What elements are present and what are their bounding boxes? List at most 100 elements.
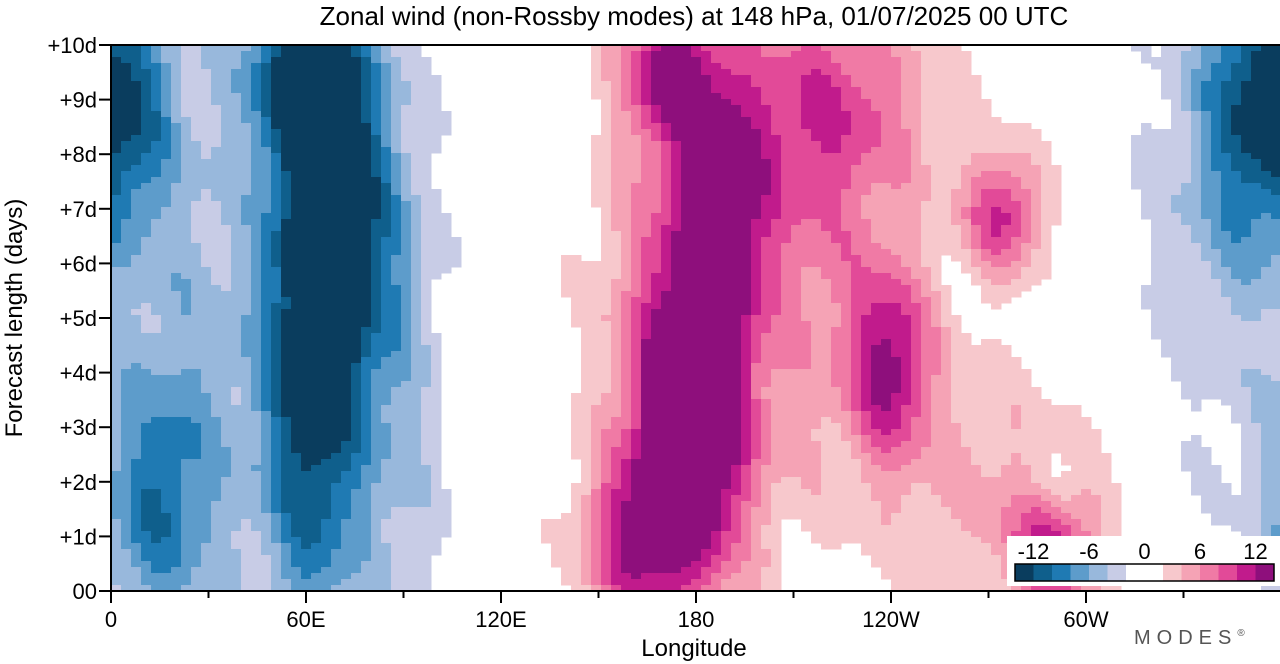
heatmap-cell	[1181, 363, 1192, 370]
heatmap-cell	[141, 309, 152, 316]
heatmap-cell	[931, 141, 942, 148]
heatmap-cell	[251, 171, 262, 178]
heatmap-cell	[271, 369, 282, 376]
heatmap-cell	[651, 201, 662, 208]
heatmap-cell	[311, 309, 322, 316]
heatmap-cell	[741, 273, 752, 280]
heatmap-cell	[761, 51, 772, 58]
heatmap-cell	[1191, 339, 1202, 346]
heatmap-cell	[861, 267, 872, 274]
heatmap-cell	[171, 267, 182, 274]
heatmap-cell	[811, 375, 822, 382]
heatmap-cell	[801, 231, 812, 238]
heatmap-cell	[1171, 57, 1182, 64]
heatmap-cell	[891, 345, 902, 352]
heatmap-cell	[301, 159, 312, 166]
heatmap-cell	[711, 303, 722, 310]
heatmap-cell	[791, 93, 802, 100]
heatmap-cell	[1261, 321, 1272, 328]
heatmap-cell	[411, 327, 422, 334]
heatmap-cell	[661, 159, 672, 166]
heatmap-cell	[961, 105, 972, 112]
heatmap-cell	[931, 117, 942, 124]
heatmap-cell	[661, 177, 672, 184]
heatmap-cell	[1171, 279, 1182, 286]
heatmap-cell	[381, 357, 392, 364]
heatmap-cell	[1171, 333, 1182, 340]
heatmap-cell	[1011, 135, 1022, 142]
heatmap-cell	[421, 351, 432, 358]
heatmap-cell	[591, 75, 602, 82]
heatmap-cell	[411, 75, 422, 82]
heatmap-cell	[941, 87, 952, 94]
heatmap-cell	[1001, 291, 1012, 298]
heatmap-cell	[681, 309, 692, 316]
heatmap-cell	[571, 273, 582, 280]
heatmap-cell	[311, 357, 322, 364]
heatmap-cell	[281, 219, 292, 226]
heatmap-cell	[311, 231, 322, 238]
heatmap-cell	[931, 231, 942, 238]
heatmap-cell	[351, 243, 362, 250]
heatmap-cell	[1241, 309, 1252, 316]
heatmap-cell	[691, 285, 702, 292]
heatmap-cell	[1181, 375, 1192, 382]
heatmap-cell	[661, 243, 672, 250]
heatmap-cell	[341, 225, 352, 232]
heatmap-cell	[121, 357, 132, 364]
heatmap-cell	[871, 183, 882, 190]
heatmap-cell	[141, 297, 152, 304]
heatmap-cell	[891, 243, 902, 250]
heatmap-cell	[1011, 123, 1022, 130]
heatmap-cell	[661, 213, 672, 220]
heatmap-cell	[1031, 279, 1042, 286]
heatmap-cell	[981, 165, 992, 172]
heatmap-cell	[681, 243, 692, 250]
heatmap-cell	[411, 57, 422, 64]
heatmap-cell	[591, 363, 602, 370]
heatmap-cell	[581, 285, 592, 292]
heatmap-cell	[831, 129, 842, 136]
heatmap-cell	[911, 141, 922, 148]
heatmap-cell	[901, 237, 912, 244]
heatmap-cell	[1271, 93, 1280, 100]
heatmap-cell	[201, 105, 212, 112]
heatmap-cell	[351, 75, 362, 82]
heatmap-cell	[261, 63, 272, 70]
heatmap-cell	[751, 267, 762, 274]
heatmap-cell	[291, 321, 302, 328]
heatmap-cell	[321, 57, 332, 64]
heatmap-cell	[1211, 237, 1222, 244]
heatmap-cell	[741, 237, 752, 244]
heatmap-cell	[261, 351, 272, 358]
heatmap-cell	[881, 153, 892, 160]
heatmap-cell	[391, 363, 402, 370]
heatmap-cell	[641, 351, 652, 358]
heatmap-cell	[871, 69, 882, 76]
heatmap-cell	[741, 345, 752, 352]
heatmap-cell	[291, 207, 302, 214]
heatmap-cell	[301, 357, 312, 364]
heatmap-cell	[1271, 105, 1280, 112]
heatmap-cell	[911, 201, 922, 208]
heatmap-cell	[341, 165, 352, 172]
heatmap-cell	[761, 351, 772, 358]
heatmap-cell	[1231, 153, 1242, 160]
heatmap-cell	[641, 63, 652, 70]
heatmap-cell	[241, 219, 252, 226]
heatmap-cell	[431, 117, 442, 124]
heatmap-cell	[821, 99, 832, 106]
heatmap-cell	[791, 219, 802, 226]
heatmap-cell	[601, 75, 612, 82]
heatmap-cell	[651, 231, 662, 238]
heatmap-cell	[181, 279, 192, 286]
heatmap-cell	[631, 243, 642, 250]
heatmap-cell	[721, 309, 732, 316]
heatmap-cell	[891, 165, 902, 172]
heatmap-cell	[701, 51, 712, 58]
heatmap-cell	[321, 63, 332, 70]
heatmap-cell	[971, 129, 982, 136]
heatmap-cell	[121, 111, 132, 118]
heatmap-cell	[191, 297, 202, 304]
heatmap-cell	[1261, 339, 1272, 346]
